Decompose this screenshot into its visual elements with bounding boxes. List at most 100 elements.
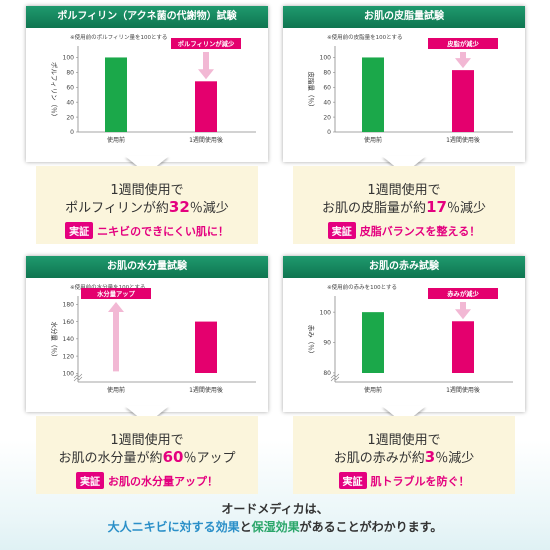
- result-text-pre: お肌の水分量が約: [58, 451, 163, 466]
- chart-area: ※使用前のポルフィリン量を100とする ポルフィリン（％） 0 20 40 60 80 100…: [26, 28, 268, 162]
- chart-card: お肌の水分量試験 ※使用前の水分量を100とする水分量（％） 100 120 140 16…: [26, 256, 268, 412]
- chart-svg: ※使用前の水分量を100とする水分量（％） 100 120 140 160 180 使用前 1…: [50, 283, 256, 394]
- result-percentage: 32: [168, 198, 190, 216]
- porphyrin-test-panel: ポルフィリン（アクネ菌の代謝物）試験 ※使用前のポルフィリン量を100とするポルフ…: [26, 6, 268, 244]
- chart-title: お肌の赤み試験: [283, 256, 525, 278]
- category-label: 1週間使用後: [446, 136, 480, 144]
- result-summary: お肌の赤みが約3％減少: [293, 449, 515, 467]
- callout-text: 赤みが減少: [447, 289, 479, 298]
- y-tick-label: 90: [323, 340, 331, 347]
- summary-line-2: 大人ニキビに対する効果と保湿効果があることがわかります。: [0, 518, 550, 536]
- up-arrow-icon: [108, 302, 124, 372]
- chart-note: ※使用前の赤みを100とする: [327, 283, 397, 291]
- verification-text: 肌トラブルを防ぐ！: [370, 475, 470, 488]
- down-arrow-icon: [455, 302, 471, 320]
- bar-after: [452, 321, 474, 373]
- callout-badge: [171, 38, 241, 49]
- y-tick-label: 100: [63, 55, 75, 62]
- y-tick-label: 140: [63, 336, 75, 343]
- category-label: 1週間使用後: [189, 386, 223, 394]
- result-text-pre: お肌の赤みが約: [333, 451, 425, 466]
- y-tick-label: 40: [323, 99, 331, 106]
- chart-title: ポルフィリン（アクネ菌の代謝物）試験: [26, 6, 268, 28]
- result-box: 1週間使用で お肌の水分量が約60％アップ 実証 お肌の水分量アップ！: [36, 416, 258, 494]
- category-label: 使用前: [107, 386, 125, 394]
- result-period: 1週間使用で: [367, 183, 441, 198]
- result-text-pre: ポルフィリンが約: [65, 201, 169, 216]
- callout-badge: [428, 38, 498, 49]
- y-tick-label: 60: [323, 84, 331, 91]
- y-tick-label: 0: [327, 129, 331, 136]
- callout-text: 水分量アップ: [97, 289, 135, 298]
- y-tick-label: 80: [323, 70, 331, 77]
- result-text-post: ％減少: [446, 201, 486, 216]
- y-tick-label: 60: [66, 84, 74, 91]
- bar-after: [195, 81, 217, 132]
- category-label: 1週間使用後: [446, 386, 480, 394]
- summary-line-1: オードメディカは、: [221, 502, 329, 516]
- verification-text: 皮脂バランスを整える！: [359, 225, 481, 238]
- bar-before: [362, 312, 384, 373]
- y-tick-label: 100: [320, 55, 332, 62]
- result-percentage: 60: [162, 448, 184, 466]
- result-percentage: 17: [426, 198, 447, 216]
- result-period: 1週間使用で: [110, 433, 184, 448]
- callout-badge: [428, 288, 498, 299]
- y-tick-label: 40: [66, 99, 74, 106]
- chart-title: お肌の皮脂量試験: [283, 6, 525, 28]
- y-axis-label: 水分量（％）: [50, 322, 59, 361]
- y-tick-label: 160: [63, 319, 75, 326]
- category-label: 1週間使用後: [189, 136, 223, 144]
- category-label: 使用前: [107, 136, 125, 144]
- result-text-post: ％減少: [435, 451, 475, 466]
- summary-connector: と: [239, 520, 252, 534]
- y-tick-label: 100: [320, 309, 332, 316]
- result-text-pre: お肌の皮脂量が約: [322, 201, 427, 216]
- y-tick-label: 20: [66, 114, 74, 121]
- bar-after: [195, 321, 217, 373]
- chart-card: ポルフィリン（アクネ菌の代謝物）試験 ※使用前のポルフィリン量を100とする ポルフ…: [26, 6, 268, 162]
- chart-note: ※使用前の皮脂量を100とする: [327, 33, 402, 41]
- sebum-test-panel: お肌の皮脂量試験 ※使用前の皮脂量を100とする皮脂量（％） 0 20 40 60 80 10…: [283, 6, 525, 244]
- verification-badge: 実証: [338, 472, 367, 489]
- category-label: 使用前: [364, 136, 382, 144]
- result-summary: お肌の水分量が約60％アップ: [36, 449, 258, 467]
- y-tick-label: 80: [66, 70, 74, 77]
- result-box: 1週間使用で お肌の赤みが約3％減少 実証 肌トラブルを防ぐ！: [293, 416, 515, 494]
- category-label: 使用前: [364, 386, 382, 394]
- y-tick-label: 20: [323, 114, 331, 121]
- y-tick-label: 80: [323, 370, 331, 377]
- verification-line: 実証 ニキビのできにくい肌に！: [36, 222, 258, 239]
- y-axis-label: 赤み（％）: [307, 325, 315, 358]
- verification-line: 実証 お肌の水分量アップ！: [36, 472, 258, 489]
- bar-after: [452, 70, 474, 132]
- down-arrow-icon: [198, 52, 214, 80]
- result-box: 1週間使用で ポルフィリンが約32％減少 実証 ニキビのできにくい肌に！: [36, 166, 258, 244]
- y-axis-label: 皮脂量（％）: [307, 72, 316, 111]
- verification-badge: 実証: [76, 472, 104, 489]
- chart-note: ※使用前のポルフィリン量を100とする: [70, 33, 167, 41]
- chart-note: ※使用前の水分量を100とする: [70, 283, 145, 291]
- summary-highlight-acne: 大人ニキビに対する効果: [107, 520, 240, 534]
- verification-text: お肌の水分量アップ！: [108, 475, 218, 488]
- bar-before: [105, 57, 127, 132]
- chart-area: ※使用前の水分量を100とする水分量（％） 100 120 140 160 180 使用前 1…: [26, 278, 268, 412]
- y-tick-label: 0: [70, 129, 74, 136]
- y-tick-label: 100: [63, 371, 75, 378]
- bar-before: [362, 57, 384, 132]
- verification-badge: 実証: [65, 222, 94, 239]
- summary-tail: があることがわかります。: [299, 520, 443, 534]
- callout-text: 皮脂が減少: [446, 39, 479, 48]
- result-percentage: 3: [424, 448, 436, 466]
- y-tick-label: 120: [63, 353, 75, 360]
- verification-text: ニキビのできにくい肌に！: [97, 225, 229, 238]
- result-summary: お肌の皮脂量が約17％減少: [293, 199, 515, 217]
- chart-area: ※使用前の赤みを100とする赤み（％） 80 90 100 使用前 1週間使用後 赤みが減少: [283, 278, 525, 412]
- result-period: 1週間使用で: [110, 183, 184, 198]
- callout-badge: [81, 288, 151, 299]
- redness-test-panel: お肌の赤み試験 ※使用前の赤みを100とする赤み（％） 80 90 100 使用前 1週間使…: [283, 256, 525, 494]
- result-text-post: ％アップ: [183, 451, 236, 466]
- chart-title: お肌の水分量試験: [26, 256, 268, 278]
